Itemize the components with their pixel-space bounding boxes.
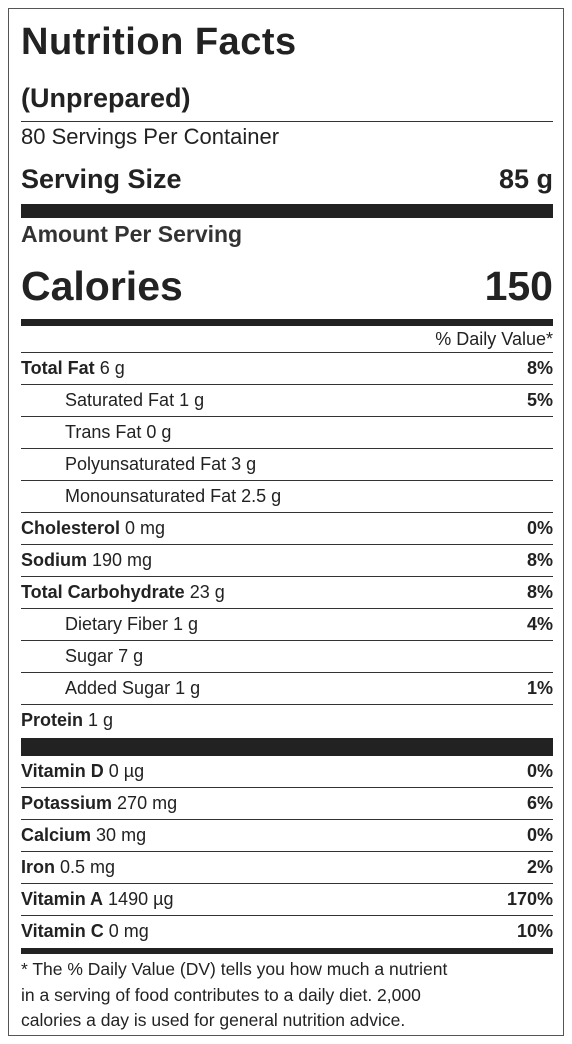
calories-label: Calories (21, 263, 183, 309)
nutrient-row: Polyunsaturated Fat 3 g (21, 449, 553, 481)
nutrient-amount: 23 g (189, 582, 225, 602)
nutrient-name: Polyunsaturated Fat (65, 454, 227, 474)
nutrient-name: Protein (21, 710, 84, 730)
daily-value: 6% (526, 793, 553, 813)
nutrient-name: Cholesterol (21, 518, 121, 538)
nutrient-name: Total Carbohydrate (21, 582, 185, 602)
nutrient-name: Trans Fat (65, 422, 142, 442)
nutrient-amount: 2.5 g (241, 486, 282, 506)
nutrient-name: Vitamin C (21, 921, 104, 941)
nutrient-amount: 3 g (231, 454, 257, 474)
nutrient-name: Total Fat (21, 358, 95, 378)
divider-thick (21, 738, 553, 756)
nutrient-name: Calcium (21, 825, 92, 845)
nutrient-name: Iron (21, 857, 55, 877)
nutrient-row: Total Carbohydrate 23 g 8% (21, 577, 553, 609)
daily-value: 1% (526, 678, 553, 698)
nutrient-amount: 0 µg (108, 761, 145, 781)
nutrient-name: Monounsaturated Fat (65, 486, 237, 506)
nutrient-row: Sodium 190 mg 8% (21, 545, 553, 577)
nutrient-amount: 1490 µg (108, 889, 174, 909)
nutrient-row: Added Sugar 1 g 1% (21, 673, 553, 705)
nutrient-amount: 0 mg (108, 921, 149, 941)
nutrient-row: Vitamin D 0 µg 0% (21, 756, 553, 788)
nutrition-label: Nutrition Facts (Unprepared) 80 Servings… (8, 8, 564, 1036)
servings: 80 Servings Per Container (21, 124, 280, 149)
daily-value: 0% (526, 518, 553, 538)
nutrient-amount: 30 mg (96, 825, 147, 845)
nutrient-row: Potassium 270 mg 6% (21, 788, 553, 820)
dv-header: % Daily Value* (435, 329, 553, 349)
nutrient-amount: 6 g (99, 358, 125, 378)
subtitle: (Unprepared) (21, 83, 191, 113)
nutrient-row: Dietary Fiber 1 g 4% (21, 609, 553, 641)
nutrient-row: Sugar 7 g (21, 641, 553, 673)
nutrient-name: Vitamin D (21, 761, 104, 781)
divider (21, 352, 553, 353)
nutrient-row: Calcium 30 mg 0% (21, 820, 553, 852)
footnote-line: calories a day is used for general nutri… (21, 1010, 406, 1030)
nutrient-amount: 1 g (88, 710, 114, 730)
calories-value: 150 (484, 263, 553, 309)
nutrient-amount: 270 mg (117, 793, 178, 813)
nutrient-row: Vitamin C 0 mg 10% (21, 916, 553, 948)
divider-thick (21, 204, 553, 218)
nutrient-amount: 190 mg (92, 550, 153, 570)
daily-value: 4% (526, 614, 553, 634)
daily-value: 0% (526, 825, 553, 845)
nutrient-amount: 1 g (173, 614, 199, 634)
daily-value: 2% (526, 857, 553, 877)
nutrient-row: Trans Fat 0 g (21, 417, 553, 449)
daily-value: 8% (526, 582, 553, 602)
daily-value: 8% (526, 550, 553, 570)
serving-size-label: Serving Size (21, 164, 182, 194)
nutrient-amount: 0.5 mg (60, 857, 116, 877)
nutrient-amount: 0 mg (125, 518, 166, 538)
footnote-line: in a serving of food contributes to a da… (21, 984, 421, 1005)
divider (21, 121, 553, 122)
nutrient-row: Cholesterol 0 mg 0% (21, 513, 553, 545)
footnote-line: * The % Daily Value (DV) tells you how m… (21, 959, 448, 979)
nutrient-name: Saturated Fat (65, 390, 175, 410)
title: Nutrition Facts (21, 21, 297, 63)
nutrient-name: Potassium (21, 793, 113, 813)
daily-value: 10% (516, 921, 553, 941)
nutrient-name: Vitamin A (21, 889, 104, 909)
serving-size-value: 85 g (498, 164, 553, 194)
nutrient-amount: 0 g (146, 422, 172, 442)
nutrient-row: Total Fat 6 g 8% (21, 353, 553, 385)
daily-value: 0% (526, 761, 553, 781)
nutrient-amount: 1 g (179, 390, 205, 410)
nutrient-row: Protein 1 g (21, 705, 553, 737)
nutrient-name: Sugar (65, 646, 114, 666)
daily-value: 8% (526, 358, 553, 378)
nutrient-row: Saturated Fat 1 g 5% (21, 385, 553, 417)
divider-medium (21, 948, 553, 954)
divider-medium (21, 319, 553, 326)
nutrient-row: Iron 0.5 mg 2% (21, 852, 553, 884)
amount-per-serving: Amount Per Serving (21, 221, 243, 247)
nutrient-amount: 7 g (118, 646, 144, 666)
nutrient-name: Added Sugar (65, 678, 171, 698)
nutrient-row: Monounsaturated Fat 2.5 g (21, 481, 553, 513)
nutrient-row: Vitamin A 1490 µg 170% (21, 884, 553, 916)
nutrient-name: Dietary Fiber (65, 614, 169, 634)
nutrient-name: Sodium (21, 550, 87, 570)
daily-value: 170% (506, 889, 553, 909)
nutrient-amount: 1 g (175, 678, 201, 698)
daily-value: 5% (526, 390, 553, 410)
